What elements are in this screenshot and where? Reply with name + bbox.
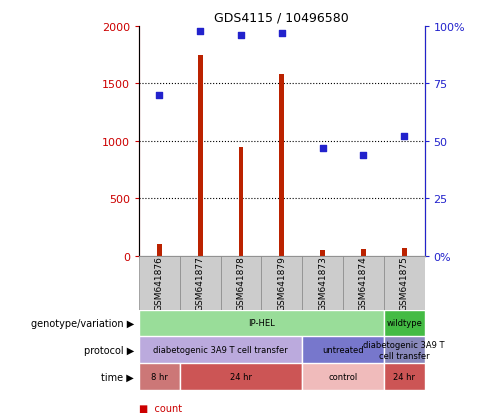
Text: untreated: untreated [322,346,364,354]
Bar [139,256,180,310]
Text: time ▶: time ▶ [102,372,134,382]
Point [360,152,367,159]
Point [319,145,326,152]
Bar [302,256,343,310]
Text: GSM641877: GSM641877 [196,256,205,310]
Bar [139,310,384,337]
Bar [302,363,384,390]
Text: GSM641874: GSM641874 [359,256,368,310]
Bar [302,337,384,363]
Bar [361,250,366,256]
Text: GSM641878: GSM641878 [237,256,245,310]
Point [237,33,245,39]
Bar [384,310,425,337]
Bar [262,256,302,310]
Text: GSM641875: GSM641875 [400,256,408,310]
Bar [384,256,425,310]
Title: GDS4115 / 10496580: GDS4115 / 10496580 [214,11,349,24]
Text: wildtype: wildtype [386,319,422,328]
Bar [384,337,425,363]
Bar [180,256,221,310]
Bar [279,75,285,256]
Bar [221,256,262,310]
Bar [239,147,244,256]
Bar [139,337,302,363]
Text: IP-HEL: IP-HEL [248,319,275,328]
Point [196,28,204,35]
Text: genotype/variation ▶: genotype/variation ▶ [31,318,134,328]
Text: GSM641873: GSM641873 [318,256,327,310]
Text: 24 hr: 24 hr [230,373,252,381]
Bar [157,244,162,256]
Text: ■  count: ■ count [139,403,182,413]
Bar [198,55,203,256]
Bar [180,363,302,390]
Bar [320,250,325,256]
Text: GSM641876: GSM641876 [155,256,164,310]
Text: 8 hr: 8 hr [151,373,168,381]
Text: diabetogenic 3A9 T
cell transfer: diabetogenic 3A9 T cell transfer [364,340,445,360]
Point [156,92,163,99]
Point [278,31,285,37]
Bar [139,363,180,390]
Bar [384,363,425,390]
Text: control: control [328,373,358,381]
Text: GSM641879: GSM641879 [277,256,286,310]
Text: 24 hr: 24 hr [393,373,415,381]
Text: protocol ▶: protocol ▶ [84,345,134,355]
Point [400,133,408,140]
Bar [343,256,384,310]
Bar [402,248,407,256]
Text: diabetogenic 3A9 T cell transfer: diabetogenic 3A9 T cell transfer [153,346,288,354]
